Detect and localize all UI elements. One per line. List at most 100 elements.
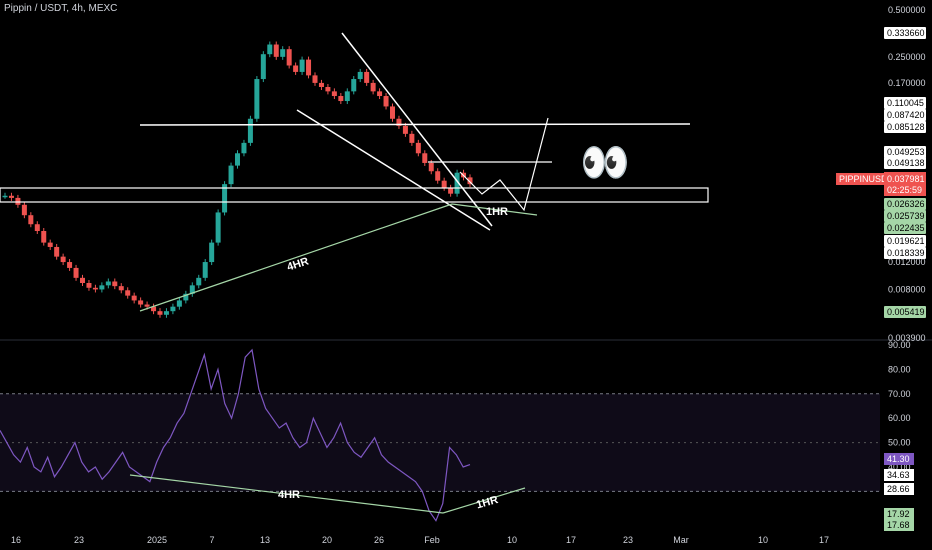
- candle-body: [402, 125, 408, 134]
- candle-body: [60, 256, 66, 263]
- candle-body: [118, 286, 124, 291]
- candle-body: [67, 262, 73, 268]
- price-label: 0.026326: [887, 199, 925, 209]
- x-tick-label: 10: [507, 535, 517, 545]
- candle-body: [441, 180, 447, 188]
- price-label-box: [884, 146, 926, 158]
- candle-body: [99, 285, 105, 290]
- last-price-box: [884, 172, 926, 196]
- symbol-tag-box: [836, 173, 886, 185]
- price-label: 0.022435: [887, 223, 925, 233]
- rsi-line: [0, 348, 471, 522]
- price-label-box: [884, 222, 926, 234]
- x-tick-label: 13: [260, 535, 270, 545]
- candle-body: [176, 300, 182, 307]
- candle-body: [202, 262, 208, 278]
- price-label-box: [884, 157, 926, 169]
- price-label: 0.049138: [887, 158, 925, 168]
- candle-body: [222, 184, 228, 213]
- price-label: 0.110045: [887, 98, 924, 108]
- candle-body: [318, 82, 324, 88]
- candle-body: [144, 304, 150, 307]
- candle-body: [428, 162, 434, 172]
- candle-body: [454, 172, 460, 194]
- candle-body: [293, 65, 299, 72]
- candle-body: [138, 300, 144, 305]
- rsi-label-box: [884, 483, 914, 495]
- candle-body: [73, 267, 79, 278]
- x-tick-label: 23: [74, 535, 84, 545]
- candle-body: [364, 71, 370, 83]
- rsi-annotation-4hr: 4HR: [278, 489, 300, 501]
- price-label: 0.049253: [887, 147, 925, 157]
- rsi-trend-1hr: [442, 487, 526, 514]
- rsi-label-box: [884, 519, 914, 531]
- price-tick-label: 0.003900: [888, 333, 926, 343]
- candle-body: [235, 153, 240, 166]
- x-tick-label: Mar: [673, 535, 689, 545]
- candle-body: [280, 49, 286, 57]
- candle-body: [157, 311, 163, 315]
- candle-body: [338, 96, 344, 102]
- rsi-label: 28.66: [887, 484, 910, 494]
- support-zone: [0, 187, 709, 203]
- price-label-box: [884, 27, 926, 39]
- candle-body: [151, 306, 157, 312]
- candle-body: [86, 283, 92, 288]
- symbol-tag: PIPPINUSDT: [839, 174, 894, 184]
- price-label-box: [884, 306, 926, 318]
- candle-body: [267, 44, 273, 55]
- price-label: 0.019621: [887, 236, 925, 246]
- candle-body: [21, 204, 27, 216]
- price-tick-label: 0.012000: [888, 257, 926, 267]
- x-tick-label: 16: [11, 535, 21, 545]
- candle-body: [105, 281, 111, 286]
- price-label-box: [884, 235, 926, 247]
- candle-body: [34, 224, 40, 231]
- candle-body: [15, 197, 21, 205]
- candle-body: [241, 142, 247, 154]
- candle-body: [415, 142, 421, 154]
- rsi-tick-label: 50.00: [888, 438, 911, 448]
- annotation-1hr: 1HR: [486, 206, 508, 218]
- price-tick-label: 0.250000: [888, 52, 926, 62]
- rsi-tick-label: 40.00: [888, 462, 911, 472]
- candle-body: [325, 87, 331, 92]
- rsi-label-box: [884, 508, 914, 520]
- rsi-label: 17.92: [887, 509, 910, 519]
- x-tick-label: 26: [374, 535, 384, 545]
- candle-body: [390, 106, 395, 119]
- candle-body: [80, 277, 85, 284]
- candle-body: [28, 215, 34, 225]
- candle-body: [247, 118, 253, 143]
- price-label: 0.085128: [887, 122, 925, 132]
- candle-body: [299, 59, 305, 72]
- candle-body: [448, 187, 454, 194]
- rsi-label-box: [884, 453, 914, 465]
- candle-body: [273, 44, 279, 57]
- price-tick-label: 0.500000: [888, 5, 926, 15]
- candle-body: [125, 290, 131, 296]
- price-label: 0.333660: [887, 28, 925, 38]
- candle-body: [163, 311, 169, 315]
- rsi-label-box: [884, 469, 914, 481]
- price-label: 0.025739: [887, 211, 925, 221]
- price-label-box: [884, 247, 926, 259]
- candle-body: [409, 133, 415, 143]
- candle-body: [377, 91, 383, 97]
- rsi-label: 17.68: [887, 520, 910, 530]
- price-label: 0.005419: [887, 307, 925, 317]
- x-tick-label: 7: [209, 535, 214, 545]
- price-label: 0.018339: [887, 248, 925, 258]
- eyes-emoji: 👀: [580, 141, 630, 185]
- candle-body: [435, 171, 441, 181]
- candle-body: [47, 242, 53, 247]
- candle-body: [422, 153, 428, 163]
- resistance-line: [139, 123, 691, 126]
- candle-body: [215, 212, 221, 243]
- price-label-box: [884, 109, 926, 121]
- trendline-4hr: [139, 203, 453, 312]
- candle-body: [228, 165, 234, 185]
